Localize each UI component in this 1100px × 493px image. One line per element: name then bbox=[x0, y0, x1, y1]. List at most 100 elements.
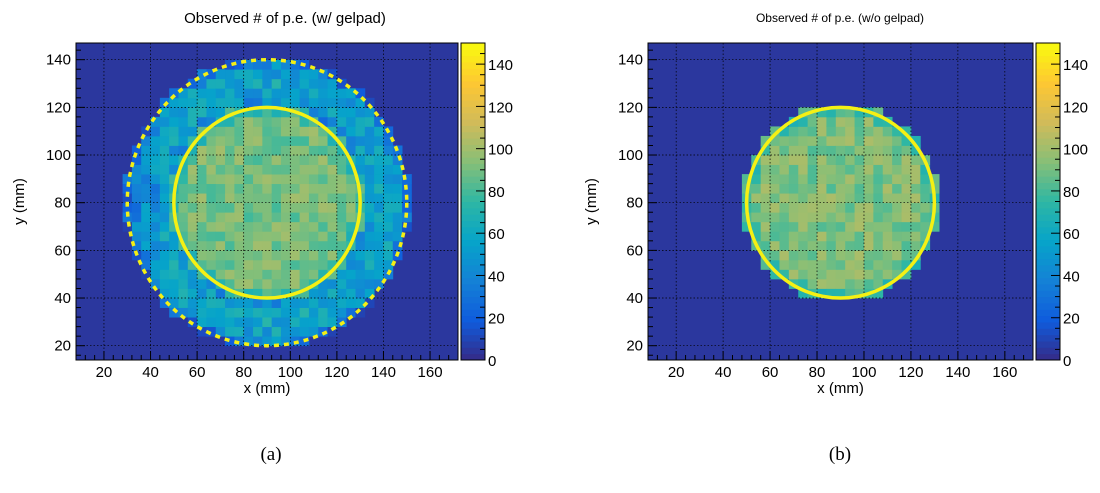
heatmap-cell bbox=[225, 240, 235, 251]
color-scale-band bbox=[1036, 49, 1060, 57]
heatmap-cell bbox=[346, 298, 356, 308]
heatmap-cell bbox=[225, 135, 235, 146]
heatmap-cell bbox=[374, 135, 384, 146]
heatmap-cell bbox=[910, 183, 921, 194]
heatmap-cell bbox=[280, 269, 291, 280]
heatmap-cell bbox=[882, 174, 893, 185]
heatmap-cell bbox=[215, 97, 226, 108]
heatmap-cell bbox=[779, 202, 790, 213]
heatmap-cell bbox=[280, 250, 291, 261]
y-tick-label: 100 bbox=[46, 147, 71, 164]
heatmap-cell bbox=[327, 78, 338, 89]
color-scale-band bbox=[1036, 334, 1060, 342]
heatmap-cell bbox=[845, 145, 855, 156]
color-scale-band bbox=[1036, 81, 1060, 88]
heatmap-cell bbox=[225, 317, 235, 328]
color-scale-label: 20 bbox=[1063, 311, 1080, 328]
heatmap-cell bbox=[178, 288, 189, 299]
heatmap-cell bbox=[760, 250, 771, 261]
heatmap-cell bbox=[262, 164, 273, 175]
heatmap-cell bbox=[336, 221, 347, 232]
heatmap-cell bbox=[863, 212, 874, 223]
heatmap-cell bbox=[187, 221, 198, 232]
heatmap-cell bbox=[845, 164, 855, 175]
heatmap-cell bbox=[141, 183, 151, 194]
heatmap-cell bbox=[253, 164, 263, 175]
y-tick-label: 120 bbox=[618, 99, 643, 116]
heatmap-cell bbox=[798, 155, 809, 165]
heatmap-cell bbox=[234, 240, 245, 251]
heatmap-cell bbox=[318, 97, 328, 108]
heatmap-cell bbox=[835, 193, 846, 204]
heatmap-cell bbox=[892, 155, 902, 165]
heatmap-cell bbox=[910, 202, 921, 213]
heatmap-cell bbox=[873, 202, 884, 213]
heatmap-cell bbox=[346, 288, 356, 299]
heatmap-cell bbox=[817, 202, 827, 213]
heatmap-cell bbox=[798, 183, 809, 194]
heatmap-cell bbox=[346, 126, 356, 137]
x-tick-label: 160 bbox=[992, 364, 1017, 381]
heatmap-cell bbox=[892, 231, 902, 242]
color-scale-band bbox=[1036, 68, 1060, 76]
heatmap-cell bbox=[364, 155, 375, 165]
heatmap-cell bbox=[308, 259, 319, 270]
heatmap-cell bbox=[817, 107, 827, 118]
heatmap-cell bbox=[159, 193, 170, 204]
heatmap-cell bbox=[280, 107, 291, 118]
heatmap-cell bbox=[346, 259, 356, 270]
heatmap-cell bbox=[215, 107, 226, 118]
heatmap-cell bbox=[355, 278, 366, 289]
color-scale-band bbox=[1036, 296, 1060, 304]
heatmap-cell bbox=[835, 221, 846, 232]
heatmap-cell bbox=[770, 202, 780, 213]
heatmap-cell bbox=[835, 250, 846, 261]
heatmap-cell bbox=[336, 88, 347, 99]
heatmap-cell bbox=[271, 240, 282, 251]
heatmap-cell bbox=[364, 250, 375, 261]
color-scale-band bbox=[461, 112, 485, 120]
heatmap-cell bbox=[290, 126, 301, 137]
heatmap-cell bbox=[327, 298, 338, 308]
heatmap-cell bbox=[243, 221, 254, 232]
heatmap-cell bbox=[243, 193, 254, 204]
color-scale-band bbox=[461, 207, 485, 215]
heatmap-cell bbox=[131, 174, 142, 185]
dashed-circle-overlay bbox=[125, 57, 409, 348]
heatmap-cell bbox=[280, 231, 291, 242]
heatmap-cell bbox=[253, 336, 263, 347]
heatmap-cell bbox=[346, 183, 356, 194]
heatmap-cell bbox=[308, 126, 319, 137]
heatmap-cell bbox=[159, 269, 170, 280]
heatmap-cell bbox=[817, 116, 827, 127]
heatmap-cell bbox=[392, 231, 403, 242]
heatmap-cell bbox=[901, 202, 912, 213]
heatmap-cell bbox=[262, 78, 273, 89]
heatmap-cell bbox=[290, 250, 301, 261]
heatmap-cell bbox=[760, 145, 771, 156]
heatmap-cell bbox=[280, 135, 291, 146]
heatmap-cell bbox=[863, 259, 874, 270]
heatmap-cell bbox=[131, 202, 142, 213]
heatmap-cell bbox=[901, 240, 912, 251]
heatmap-cell bbox=[262, 240, 273, 251]
heatmap-cell bbox=[327, 97, 338, 108]
heatmap-cell bbox=[271, 88, 282, 99]
heatmap-cell bbox=[807, 278, 818, 289]
heatmap-cell bbox=[327, 326, 338, 337]
color-scale-band bbox=[461, 309, 485, 317]
heatmap-cell bbox=[290, 135, 301, 146]
heatmap-cell bbox=[346, 116, 356, 127]
color-scale-band bbox=[1036, 93, 1060, 101]
heatmap-cell bbox=[873, 240, 884, 251]
heatmap-cell bbox=[262, 317, 273, 328]
heatmap-cell bbox=[910, 250, 921, 261]
color-scale-label: 80 bbox=[1063, 184, 1080, 201]
color-scale-label: 20 bbox=[488, 311, 505, 328]
heatmap-cell bbox=[234, 78, 245, 89]
heatmap-cell bbox=[845, 240, 855, 251]
heatmap-cell bbox=[206, 326, 217, 337]
heatmap-cell bbox=[187, 78, 198, 89]
heatmap-cell bbox=[845, 193, 855, 204]
color-scale-band bbox=[461, 100, 485, 107]
